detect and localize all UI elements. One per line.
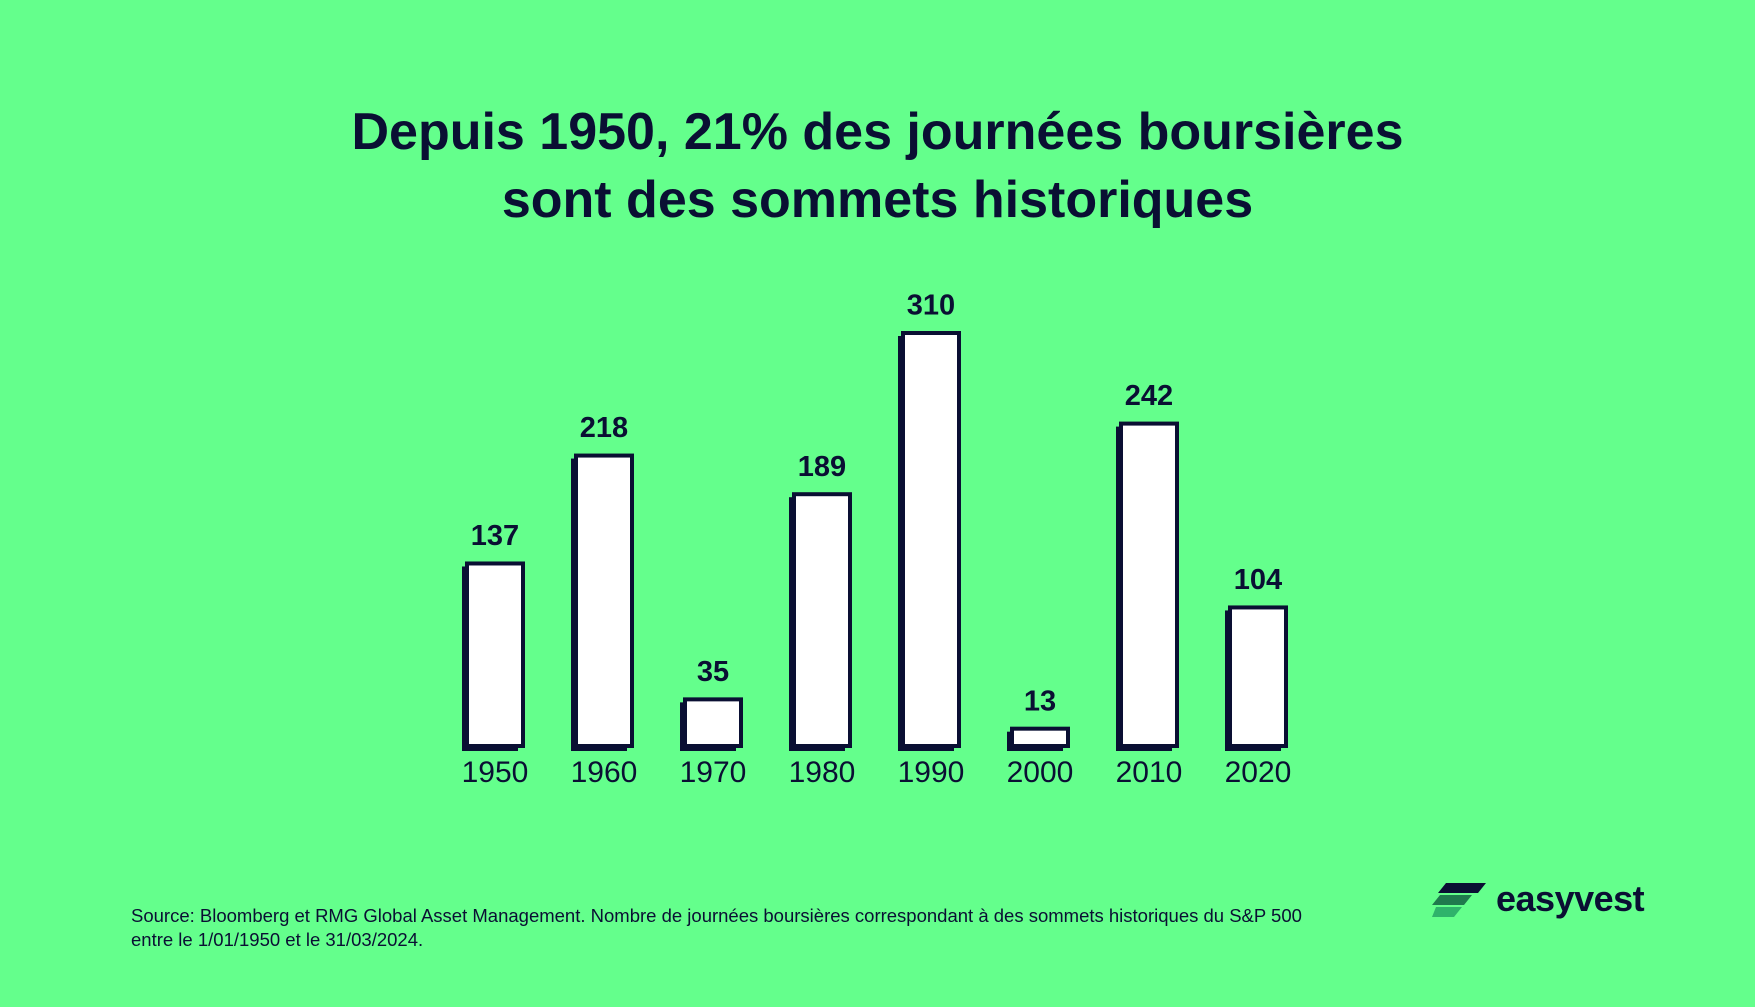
title-line: sont des sommets historiques: [501, 171, 1254, 229]
x-tick-label: 2000: [1007, 756, 1074, 789]
bar: [1228, 605, 1288, 749]
source-note: Source: Bloomberg et RMG Global Asset Ma…: [131, 905, 1302, 950]
bar: [465, 561, 525, 748]
value-label: 218: [580, 412, 628, 444]
bar: [901, 331, 961, 748]
bar: [1119, 421, 1179, 748]
value-label: 35: [697, 656, 729, 688]
bar: [1010, 726, 1070, 749]
value-label: 137: [471, 520, 519, 552]
x-tick-label: 1960: [571, 756, 638, 789]
value-label: 242: [1125, 380, 1173, 412]
x-tick-label: 1970: [680, 756, 747, 789]
chart-title: Depuis 1950, 21% des journées boursières…: [0, 98, 1755, 234]
bar: [683, 697, 743, 749]
title-line: Depuis 1950, 21% des journées boursières: [351, 103, 1404, 161]
x-tick-label: 2010: [1116, 756, 1183, 789]
x-tick-label: 1990: [898, 756, 965, 789]
value-label: 310: [907, 290, 955, 322]
value-label: 13: [1024, 685, 1056, 717]
bar: [792, 492, 852, 748]
logo-icon: [1432, 883, 1486, 917]
x-tick-label: 1980: [789, 756, 856, 789]
bar: [574, 453, 634, 748]
value-label: 189: [798, 451, 846, 483]
logo-text: easyvest: [1496, 878, 1645, 919]
x-tick-label: 2020: [1225, 756, 1292, 789]
value-label: 104: [1234, 564, 1282, 596]
x-tick-label: 1950: [462, 756, 529, 789]
logo: easyvest: [1432, 878, 1645, 920]
